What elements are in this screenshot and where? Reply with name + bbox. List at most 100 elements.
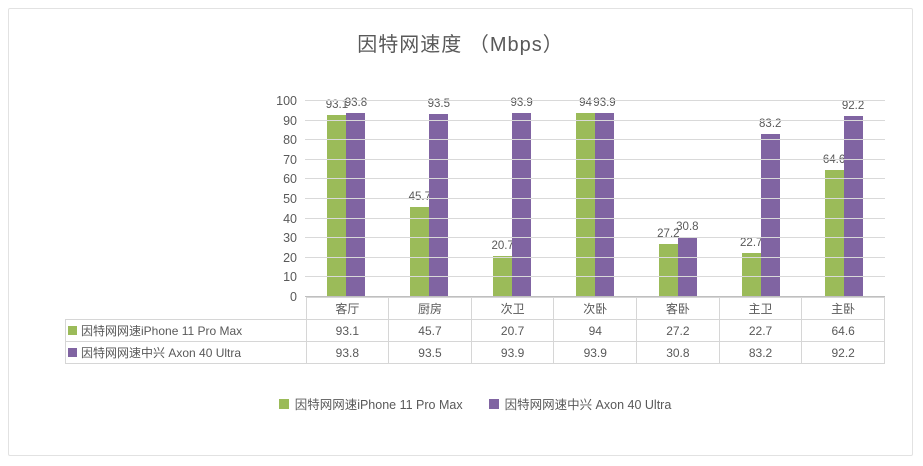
table-cell-value: 20.7 <box>470 319 555 342</box>
bar-value-label: 83.2 <box>759 117 782 130</box>
table-cell-value: 22.7 <box>718 319 803 342</box>
y-axis-tick-label: 40 <box>283 211 297 226</box>
category-header: 次卫 <box>470 297 555 320</box>
bar <box>843 116 863 297</box>
y-axis-tick-label: 60 <box>283 172 297 187</box>
bar-value-label: 93.9 <box>593 96 616 109</box>
bar <box>576 112 595 297</box>
bar <box>824 170 844 297</box>
bar-slot: 94 <box>576 97 595 297</box>
bar <box>410 207 430 297</box>
bar-group: 94 93.9 <box>554 97 637 297</box>
bar <box>327 114 347 297</box>
y-axis-tick-label: 20 <box>283 250 297 265</box>
y-axis-tick-label: 10 <box>283 270 297 285</box>
bar-value-label: 22.7 <box>740 236 763 249</box>
bar <box>595 112 614 297</box>
legend-item: 因特网网速iPhone 11 Pro Max <box>278 394 463 413</box>
bar <box>677 236 697 297</box>
bar-value-label: 94 <box>579 96 592 109</box>
bar-group: 27.2 30.8 <box>636 101 719 297</box>
bar-slot: 93.5 <box>428 98 450 297</box>
plot-area: 93.193.845.793.520.793.99493.927.230.822… <box>276 94 885 304</box>
chart-body: 93.193.845.793.520.793.99493.927.230.822… <box>65 94 885 413</box>
series-row-header: 因特网网速中兴 Axon 40 Ultra <box>65 341 307 364</box>
legend-label: 因特网网速中兴 Axon 40 Ultra <box>504 398 672 412</box>
category-header: 主卫 <box>718 297 803 320</box>
series-name: 因特网网速iPhone 11 Pro Max <box>81 324 243 338</box>
series-row-header: 因特网网速iPhone 11 Pro Max <box>65 319 307 342</box>
legend-swatch <box>278 398 289 409</box>
chart-frame: 因特网速度 （Mbps） 93.193.845.793.520.793.9949… <box>8 8 913 456</box>
gridline <box>305 198 885 199</box>
bar-group: 22.7 83.2 <box>719 101 802 297</box>
bar-slot: 92.2 <box>841 100 865 297</box>
table-cell-value: 93.1 <box>305 319 390 342</box>
y-axis-tick-label: 70 <box>283 152 297 167</box>
bar-slot: 22.7 <box>740 101 763 297</box>
category-header: 客厅 <box>305 297 390 320</box>
bar <box>429 113 449 297</box>
bar-group: 20.7 93.9 <box>471 97 554 297</box>
y-axis-tick-label: 100 <box>276 94 297 108</box>
bar <box>741 252 761 297</box>
bar-slot: 93.9 <box>593 97 616 297</box>
gridline <box>305 256 885 258</box>
bar-value-label: 45.7 <box>409 191 431 204</box>
table-cell-value: 83.2 <box>718 341 803 364</box>
bar-value-label: 30.8 <box>676 220 699 233</box>
bar-value-label: 93.1 <box>325 98 349 111</box>
gridline <box>305 119 885 121</box>
table-cell-value: 45.7 <box>388 319 472 342</box>
bar-slot: 27.2 <box>657 101 680 297</box>
legend-item: 因特网网速中兴 Axon 40 Ultra <box>488 394 672 413</box>
y-axis-tick-label: 80 <box>283 133 297 148</box>
series-swatch <box>68 326 77 335</box>
bar-value-label: 92.2 <box>841 100 865 113</box>
y-axis-tick-label: 50 <box>283 192 297 206</box>
category-header: 厨房 <box>388 297 472 320</box>
gridline <box>305 296 885 297</box>
legend-label: 因特网网速iPhone 11 Pro Max <box>294 398 463 412</box>
y-axis-tick-label: 0 <box>290 290 297 304</box>
table-cell-value: 93.9 <box>553 341 638 364</box>
table-cell-value: 93.5 <box>388 341 472 364</box>
bar-group: 45.793.5 <box>388 98 471 297</box>
bar <box>346 113 366 297</box>
legend-swatch <box>488 398 499 409</box>
table-cell-value: 64.6 <box>801 319 885 342</box>
gridline <box>305 139 885 141</box>
bar-slot: 45.7 <box>409 101 431 297</box>
chart-legend: 因特网网速iPhone 11 Pro Max 因特网网速中兴 Axon 40 Ul… <box>65 394 885 413</box>
table-cell-value: 94 <box>553 319 638 342</box>
bar-value-label: 20.7 <box>491 240 514 253</box>
category-header: 客卧 <box>636 297 720 320</box>
category-header: 主卧 <box>801 297 885 320</box>
bar-groups: 93.193.845.793.520.793.99493.927.230.822… <box>305 97 885 297</box>
bar-slot: 83.2 <box>759 101 782 297</box>
bar-value-label: 64.6 <box>822 154 846 167</box>
table-cell-value: 92.2 <box>801 341 885 364</box>
bar-group: 64.6 92.2 <box>802 100 885 297</box>
plot-wrapper: 93.193.845.793.520.793.99493.927.230.822… <box>65 94 885 304</box>
bar-slot: 93.1 <box>325 98 349 297</box>
bar <box>760 133 780 297</box>
bar-value-label: 93.9 <box>510 96 533 109</box>
bar-slot: 20.7 <box>491 101 514 297</box>
table-cell-value: 93.8 <box>305 341 390 364</box>
bar-value-label: 27.2 <box>657 227 680 240</box>
bar-group: 93.1 93.8 <box>305 97 388 297</box>
data-table: 客厅 厨房 次卫 次卧 客卧 主卫 主卧 因特网网速iPhone 11 Pro Max 93.1… <box>65 297 885 364</box>
table-cell-value: 93.9 <box>470 341 555 364</box>
gridline <box>305 217 885 219</box>
gridline <box>305 237 885 239</box>
gridline <box>305 178 885 180</box>
bar-slot: 30.8 <box>676 101 699 297</box>
y-axis-tick-label: 30 <box>283 231 297 246</box>
chart-title: 因特网速度 （Mbps） <box>357 34 564 56</box>
bar-slot: 93.9 <box>510 97 533 297</box>
bar <box>512 112 532 297</box>
gridline <box>305 158 885 160</box>
y-axis-tick-label: 90 <box>283 113 297 128</box>
table-cell-value: 30.8 <box>636 341 720 364</box>
